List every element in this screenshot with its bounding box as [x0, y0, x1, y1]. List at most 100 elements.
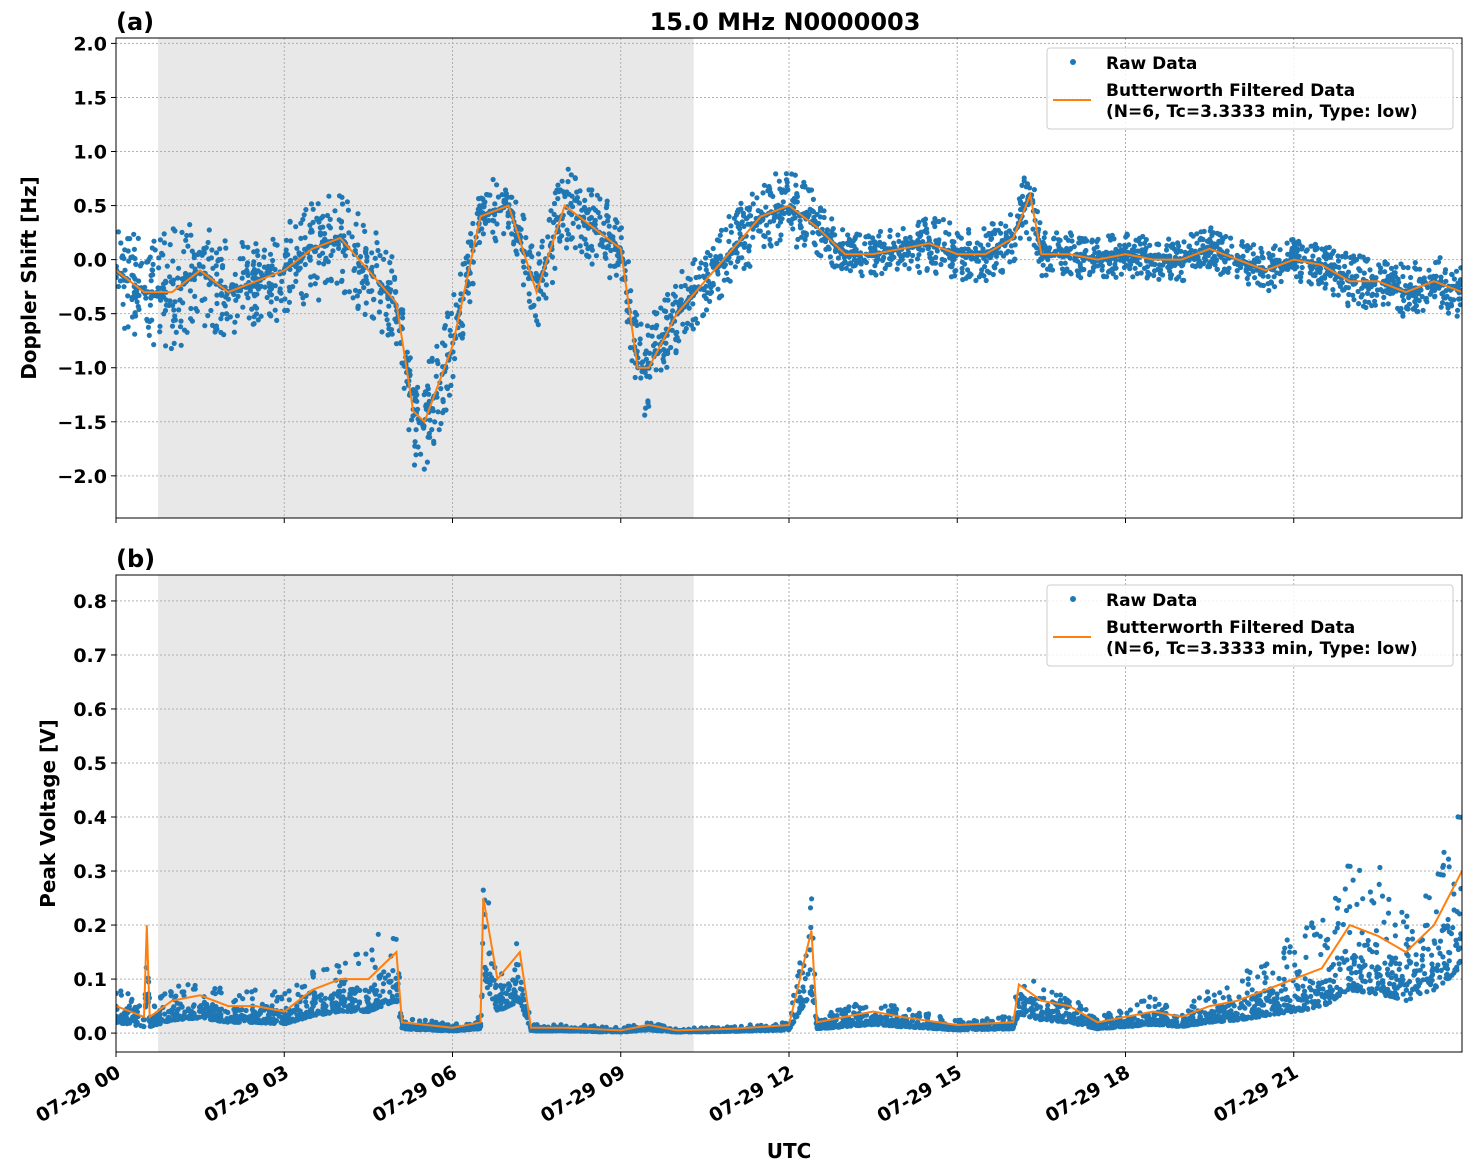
raw-data-point: [1226, 265, 1232, 271]
raw-data-point: [899, 254, 905, 260]
raw-data-point: [750, 201, 756, 207]
raw-data-point: [685, 286, 691, 292]
raw-data-point: [1049, 267, 1056, 273]
raw-data-point: [451, 292, 457, 298]
raw-data-point: [1196, 260, 1202, 266]
raw-data-point: [240, 304, 246, 310]
raw-data-point: [959, 259, 965, 265]
raw-data-point: [653, 311, 659, 317]
raw-data-point: [283, 237, 289, 243]
raw-data-point: [794, 244, 800, 250]
raw-data-point: [481, 201, 487, 207]
raw-data-point: [746, 245, 752, 251]
raw-data-point: [171, 307, 177, 313]
raw-data-point: [678, 297, 684, 303]
raw-data-point: [387, 989, 393, 995]
raw-data-point: [213, 1012, 219, 1018]
raw-data-point: [269, 263, 275, 269]
raw-data-point: [377, 299, 384, 305]
raw-data-point: [1234, 274, 1240, 280]
raw-data-point: [1095, 263, 1101, 269]
raw-data-point: [871, 269, 877, 276]
raw-data-point: [847, 268, 854, 274]
raw-data-point: [924, 266, 930, 272]
raw-data-point: [1109, 250, 1115, 256]
raw-data-point: [1357, 253, 1363, 259]
raw-data-point: [775, 223, 781, 229]
raw-data-point: [254, 291, 260, 297]
raw-data-point: [564, 227, 570, 233]
raw-data-point: [322, 236, 328, 242]
raw-data-point: [869, 235, 876, 241]
raw-data-point: [1152, 261, 1158, 267]
raw-data-point: [533, 270, 539, 277]
raw-data-point: [709, 261, 715, 267]
raw-data-point: [850, 238, 856, 244]
raw-data-point: [861, 258, 868, 264]
raw-data-point: [298, 235, 304, 241]
raw-data-point: [438, 420, 444, 427]
raw-data-point: [1113, 274, 1119, 280]
raw-data-point: [1134, 271, 1140, 277]
raw-data-point: [333, 991, 339, 997]
raw-data-point: [126, 1019, 132, 1025]
raw-data-point: [1123, 262, 1129, 268]
raw-data-point: [887, 227, 893, 233]
raw-data-point: [797, 222, 803, 228]
raw-data-point: [303, 999, 309, 1005]
raw-data-point: [325, 277, 331, 283]
raw-data-point: [523, 270, 529, 276]
raw-data-point: [378, 1003, 384, 1010]
raw-data-point: [683, 325, 689, 332]
raw-data-point: [1030, 226, 1036, 232]
raw-data-point: [339, 194, 345, 200]
raw-data-point: [1445, 305, 1451, 311]
raw-data-point: [1364, 290, 1371, 296]
raw-data-point: [1322, 285, 1328, 291]
raw-data-point: [244, 989, 250, 995]
raw-data-point: [1127, 262, 1134, 268]
raw-data-point: [409, 417, 415, 423]
raw-data-point: [826, 246, 832, 252]
raw-data-point: [1019, 222, 1025, 228]
raw-data-point: [1175, 240, 1181, 246]
raw-data-point: [551, 200, 558, 207]
raw-data-point: [936, 218, 942, 225]
raw-data-point: [377, 975, 383, 981]
raw-data-point: [116, 229, 121, 235]
raw-data-point: [1354, 257, 1360, 263]
raw-data-point: [366, 989, 372, 995]
raw-data-point: [244, 269, 250, 275]
raw-data-point: [293, 271, 299, 277]
raw-data-point: [703, 255, 709, 261]
raw-data-point: [410, 1025, 416, 1031]
raw-data-point: [1327, 273, 1333, 279]
raw-data-point: [526, 291, 532, 297]
raw-data-point: [1221, 257, 1227, 263]
raw-data-point: [806, 188, 812, 194]
raw-data-point: [133, 261, 139, 267]
raw-data-point: [482, 219, 488, 225]
raw-data-point: [478, 209, 484, 215]
raw-data-point: [178, 342, 184, 348]
raw-data-point: [946, 231, 952, 237]
raw-data-point: [1350, 292, 1356, 298]
raw-data-point: [732, 264, 739, 270]
raw-data-point: [183, 237, 189, 243]
raw-data-point: [750, 234, 756, 240]
raw-data-point: [938, 261, 944, 268]
raw-data-point: [490, 217, 496, 223]
raw-data-point: [298, 291, 304, 297]
raw-data-point: [830, 226, 836, 232]
raw-data-point: [1400, 313, 1406, 319]
raw-data-point: [1355, 288, 1361, 295]
raw-data-point: [326, 223, 332, 229]
raw-data-point: [366, 1006, 372, 1012]
raw-data-point: [1378, 265, 1384, 271]
raw-data-point: [153, 1013, 159, 1019]
raw-data-point: [154, 1018, 160, 1024]
raw-data-point: [1349, 274, 1355, 280]
raw-data-point: [1009, 231, 1015, 237]
raw-data-point: [369, 250, 375, 256]
raw-data-point: [263, 1020, 269, 1026]
